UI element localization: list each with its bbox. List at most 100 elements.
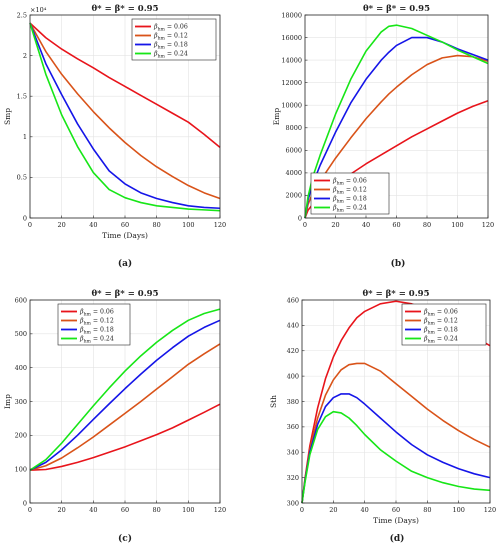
y-tick-label: 12000 [281, 79, 302, 87]
legend-symbol: β [153, 24, 158, 31]
legend-eq: = [435, 318, 444, 325]
y-axis-label: Sth [269, 395, 278, 408]
y-tick-label: 500 [15, 330, 27, 338]
y-tick-label: 2000 [285, 192, 302, 200]
y-tick-label: 200 [15, 432, 27, 440]
series-line-4 [304, 24, 489, 219]
legend-value: 0.24 [100, 336, 114, 343]
x-axis-label: Time (Days) [373, 516, 419, 525]
legend-eq: = [165, 24, 174, 31]
series-line-3 [301, 393, 491, 504]
x-tick-label: 60 [121, 506, 129, 514]
legend-eq: = [344, 196, 353, 203]
legend-subscript: hm [84, 330, 92, 336]
x-tick-label: 20 [58, 506, 66, 514]
x-axis-label: Time (Days) [102, 231, 148, 240]
x-tick-label: 0 [28, 221, 32, 229]
series-line-2 [301, 362, 491, 504]
x-tick-label: 120 [214, 221, 226, 229]
legend-subscript: hm [428, 312, 436, 318]
legend-eq: = [435, 336, 444, 343]
y-tick-label: 2 [23, 52, 27, 60]
legend-symbol: β [332, 205, 337, 212]
series-line-4 [29, 22, 221, 212]
legend-entry: βhm = 0.18 [423, 327, 458, 336]
legend-eq: = [91, 336, 100, 343]
y-tick-label: 460 [287, 296, 299, 304]
legend-subscript: hm [428, 321, 436, 327]
legend-subscript: hm [337, 199, 345, 205]
legend-value: 0.06 [174, 24, 188, 31]
legend-entry: βhm = 0.06 [153, 24, 188, 33]
series-line-3 [29, 22, 221, 210]
x-tick-label: 40 [361, 506, 369, 514]
legend-value: 0.24 [444, 336, 458, 343]
chart-title: θ* = β* = 0.95 [363, 4, 430, 14]
x-tick-label: 20 [58, 221, 66, 229]
y-axis-label: Emp [272, 108, 281, 126]
legend-subscript: hm [158, 36, 166, 42]
y-tick-label: 300 [15, 398, 27, 406]
legend-entry: βhm = 0.24 [423, 336, 458, 345]
legend-entry: βhm = 0.24 [153, 51, 188, 60]
legend-entry: βhm = 0.06 [79, 309, 114, 318]
y-tick-label: 4000 [285, 169, 302, 177]
legend-value: 0.12 [100, 318, 114, 325]
legend-value: 0.24 [174, 51, 188, 58]
x-tick-label: 40 [89, 221, 97, 229]
legend-value: 0.06 [444, 309, 458, 316]
x-tick-label: 120 [482, 221, 494, 229]
x-tick-label: 0 [303, 221, 307, 229]
legend-subscript: hm [428, 339, 436, 345]
legend-entry: βhm = 0.24 [79, 336, 114, 345]
legend-value: 0.12 [353, 187, 367, 194]
y-tick-label: 360 [287, 423, 299, 431]
x-tick-label: 120 [214, 506, 226, 514]
y-tick-label: 440 [287, 322, 299, 330]
legend-eq: = [91, 318, 100, 325]
series-line-1 [29, 403, 221, 471]
legend-value: 0.06 [100, 309, 114, 316]
legend-symbol: β [423, 318, 428, 325]
series-line-2 [29, 343, 221, 471]
legend-value: 0.12 [444, 318, 458, 325]
chart-title: θ* = β* = 0.95 [92, 289, 159, 299]
series-line-3 [29, 319, 221, 471]
legend-eq: = [344, 178, 353, 185]
y-tick-label: 380 [287, 398, 299, 406]
y-tick-label: 1 [23, 133, 27, 141]
panel-caption: (b) [391, 258, 406, 269]
legend-symbol: β [153, 42, 158, 49]
x-tick-label: 100 [182, 221, 194, 229]
legend-symbol: β [79, 318, 84, 325]
legend-eq: = [165, 33, 174, 40]
legend-symbol: β [332, 196, 337, 203]
y-tick-label: 6000 [285, 147, 302, 155]
y-axis-label: Imp [3, 394, 12, 409]
legend-eq: = [344, 187, 353, 194]
legend-symbol: β [332, 187, 337, 194]
legend-value: 0.24 [353, 205, 367, 212]
legend-subscript: hm [428, 330, 436, 336]
legend-entry: βhm = 0.18 [153, 42, 188, 51]
x-tick-label: 60 [392, 506, 400, 514]
exponent-label: ×10⁴ [30, 6, 47, 14]
legend-symbol: β [153, 51, 158, 58]
x-tick-label: 20 [331, 221, 339, 229]
series-line-4 [301, 410, 491, 504]
chart-panel-3: 0 20 40 60 80 100 120 0 100 200 300 400 500 600 θ* = β… [3, 289, 226, 544]
legend-value: 0.06 [353, 178, 367, 185]
legend-entry: βhm = 0.12 [332, 187, 367, 196]
y-tick-label: 320 [287, 474, 299, 482]
legend-value: 0.18 [100, 327, 114, 334]
legend-symbol: β [153, 33, 158, 40]
y-tick-label: 1.5 [17, 93, 27, 101]
x-tick-label: 40 [89, 506, 97, 514]
y-tick-label: 300 [287, 499, 299, 507]
legend-symbol: β [79, 336, 84, 343]
legend-eq: = [344, 205, 353, 212]
legend-subscript: hm [337, 181, 345, 187]
legend-eq: = [165, 51, 174, 58]
legend-symbol: β [423, 327, 428, 334]
